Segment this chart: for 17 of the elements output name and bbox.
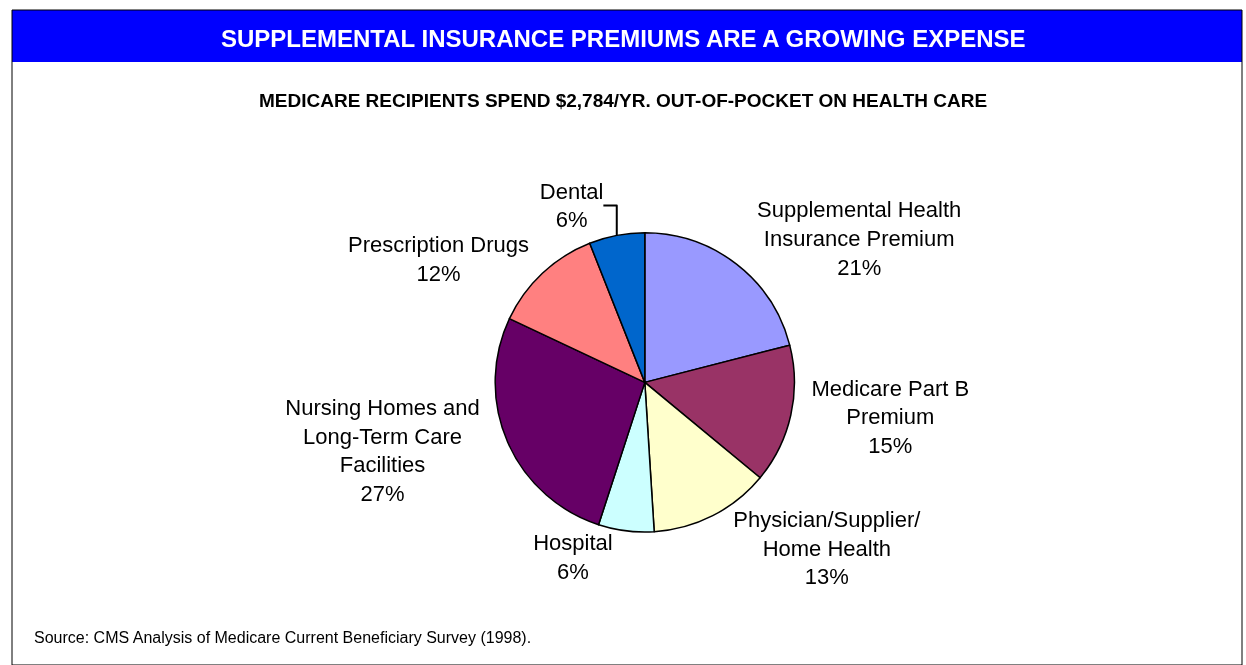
data-label: 15%: [868, 433, 913, 459]
data-label: 12%: [416, 260, 461, 286]
data-label: 13%: [804, 564, 849, 590]
slice-label: Supplemental Health Insurance Premium: [757, 197, 962, 251]
chart-title: SUPPLEMENTAL INSURANCE PREMIUMS ARE A GROWING EXPENSE: [221, 25, 1026, 52]
chart-subtitle: MEDICARE RECIPIENTS SPEND $2,784/YR. OUT-OF-POCKET ON HEALTH CARE: [259, 90, 988, 111]
slice-label: Medicare Part B Premium: [811, 375, 970, 430]
slice-label: Physician/Supplier/ Home Health: [733, 507, 922, 561]
source-note: Source: CMS Analysis of Medicare Current Beneficiary Survey (1998).: [34, 629, 532, 646]
slice-label: Nursing Homes and Long-Term Care Facilities: [285, 395, 480, 478]
slice-label: Hospital: [533, 530, 613, 556]
data-label: 6%: [557, 559, 589, 584]
data-label: 27%: [360, 480, 405, 506]
slice-label: Dental: [539, 178, 604, 204]
slice-label: Prescription Drugs: [348, 232, 529, 258]
data-label: 21%: [837, 254, 882, 280]
data-label: 6%: [555, 207, 588, 233]
